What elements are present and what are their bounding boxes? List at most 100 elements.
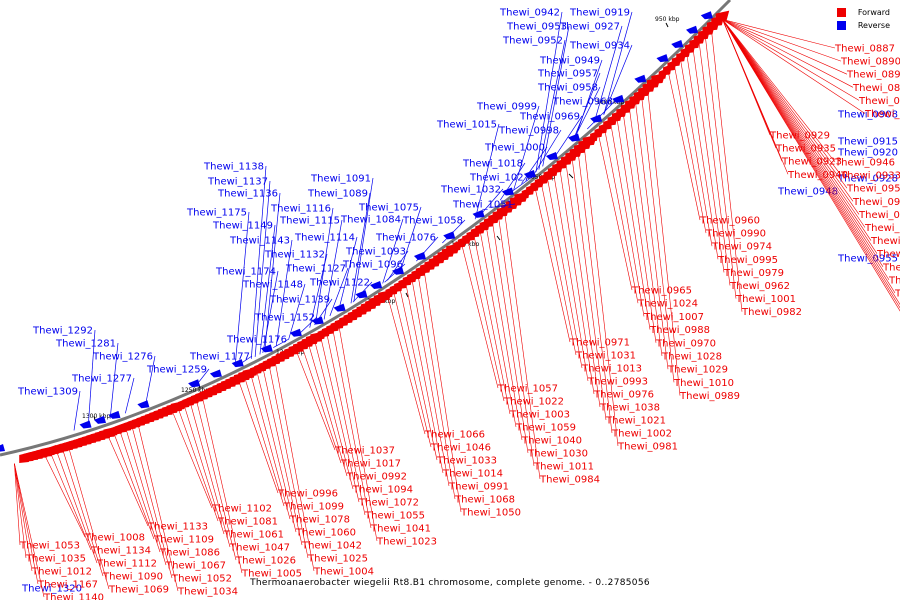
forward-leader xyxy=(461,245,499,389)
forward-leader xyxy=(692,48,725,273)
forward-leader xyxy=(44,455,86,538)
forward-gene-label: Thewi_0970 xyxy=(655,338,716,349)
chromosome-backbone xyxy=(0,0,732,457)
forward-gene-label: Thewi_1081 xyxy=(217,517,278,528)
forward-gene-label: Thewi_1042 xyxy=(301,541,362,552)
forward-gene-label: Thewi_1094 xyxy=(352,485,413,496)
forward-leader xyxy=(172,411,213,509)
reverse-leader xyxy=(572,86,601,142)
forward-gene-label: Thewi_0943 xyxy=(858,210,900,221)
forward-gene-label: Thewi_1025 xyxy=(307,554,368,565)
forward-gene-label: Thewi_0978 xyxy=(870,236,900,247)
forward-gene-label: Thewi_1068 xyxy=(454,495,515,506)
legend-item-reverse: Reverse xyxy=(836,21,890,30)
forward-gene-label: Thewi_1046 xyxy=(430,443,491,454)
reverse-gene-label: Thewi_1075 xyxy=(358,203,419,214)
forward-gene-label: Thewi_1014 xyxy=(442,469,503,480)
forward-leader xyxy=(418,276,456,500)
reverse-leader xyxy=(234,211,250,367)
forward-gene-label: Thewi_0965 xyxy=(631,286,692,297)
forward-gene-label: Thewi_0897 xyxy=(846,70,900,81)
forward-leader xyxy=(138,425,179,592)
reverse-leader xyxy=(535,11,563,172)
reverse-feature xyxy=(634,74,647,83)
reverse-leader xyxy=(603,44,633,115)
reverse-feature xyxy=(413,251,426,260)
forward-leader xyxy=(584,148,619,447)
forward-leader xyxy=(196,401,237,561)
forward-leader xyxy=(492,222,529,454)
forward-leader xyxy=(473,236,511,415)
reverse-leader xyxy=(275,239,293,347)
tick-1300kbp: 1300 kbp xyxy=(82,413,110,421)
forward-leader xyxy=(480,232,517,428)
reverse-gene-label: Thewi_0957 xyxy=(537,69,598,80)
forward-leader xyxy=(722,19,878,254)
forward-leader xyxy=(119,432,161,553)
forward-gene-label: Thewi_1061 xyxy=(223,530,284,541)
forward-gene-label: Thewi_0899 xyxy=(852,83,900,94)
reverse-leader xyxy=(237,355,253,366)
forward-gene-label: Thewi_0910 xyxy=(864,109,900,120)
forward-leader xyxy=(535,189,571,343)
forward-swatch xyxy=(836,8,846,17)
forward-leader xyxy=(244,378,285,507)
forward-leader xyxy=(711,30,743,312)
forward-gene-label: Thewi_1012 xyxy=(31,567,92,578)
forward-gene-label: Thewi_1011 xyxy=(533,462,594,473)
reverse-feature xyxy=(137,400,150,409)
forward-leader xyxy=(387,297,426,435)
reverse-gene-label: Thewi_1084 xyxy=(340,215,401,226)
reverse-gene-label: Thewi_1149 xyxy=(212,221,273,232)
forward-leader xyxy=(178,409,219,522)
forward-leader xyxy=(467,241,505,402)
reverse-leader xyxy=(513,105,540,190)
forward-leader xyxy=(62,450,104,577)
forward-leader xyxy=(504,213,541,480)
reverse-gene-label: Thewi_0942 xyxy=(499,8,560,19)
forward-leader xyxy=(275,363,315,572)
reverse-leader xyxy=(338,236,358,311)
reverse-gene-label: Thewi_0919 xyxy=(569,8,630,19)
reverse-gene-label: Thewi_1115 xyxy=(279,216,340,227)
reverse-feature xyxy=(612,94,625,103)
reverse-gene-label: Thewi_1148 xyxy=(242,280,303,291)
forward-leader xyxy=(722,19,860,215)
forward-gene-label: Thewi_1069 xyxy=(108,585,169,596)
reverse-gene-label: Thewi_0927 xyxy=(559,22,620,33)
forward-leader xyxy=(547,179,583,369)
reverse-gene-label: Thewi_1143 xyxy=(229,236,290,247)
reverse-leader xyxy=(384,263,406,283)
forward-leader xyxy=(56,452,98,564)
forward-gene-label: Thewi_1001 xyxy=(735,294,796,305)
forward-gene-label: Thewi_1134 xyxy=(90,546,151,557)
forward-gene-label: Thewi_0933 xyxy=(840,171,900,182)
reverse-feature xyxy=(472,209,485,218)
reverse-feature xyxy=(656,54,669,63)
reverse-gene-label: Thewi_1281 xyxy=(55,339,116,350)
forward-gene-label: Thewi_0990 xyxy=(705,229,766,240)
reverse-leader xyxy=(478,188,504,217)
forward-leader xyxy=(486,227,523,441)
reverse-leader xyxy=(196,368,210,385)
reverse-leader xyxy=(259,224,276,355)
forward-leader xyxy=(686,54,719,260)
forward-gene-label: Thewi_0904 xyxy=(858,96,900,107)
reverse-leader xyxy=(145,355,156,406)
reverse-gene-label: Thewi_0934 xyxy=(569,41,630,52)
reverse-gene-label: Thewi_1292 xyxy=(32,326,93,337)
reverse-feature xyxy=(370,281,383,290)
reverse-gene-label: Thewi_1051 xyxy=(452,200,513,211)
reverse-gene-label: Thewi_0952 xyxy=(502,36,563,47)
forward-gene-label: Thewi_1060 xyxy=(295,528,356,539)
forward-leader xyxy=(623,114,657,343)
forward-gene-label: Thewi_0992 xyxy=(346,472,407,483)
forward-leader xyxy=(68,448,110,590)
forward-leader xyxy=(14,463,21,546)
forward-gene-label: Thewi_1023 xyxy=(376,537,437,548)
forward-leader xyxy=(338,327,378,542)
forward-gene-label: Thewi_1031 xyxy=(575,351,636,362)
forward-gene-label: Thewi_1021 xyxy=(605,416,666,427)
forward-gene-label: Thewi_1033 xyxy=(436,456,497,467)
forward-leader xyxy=(629,108,663,357)
